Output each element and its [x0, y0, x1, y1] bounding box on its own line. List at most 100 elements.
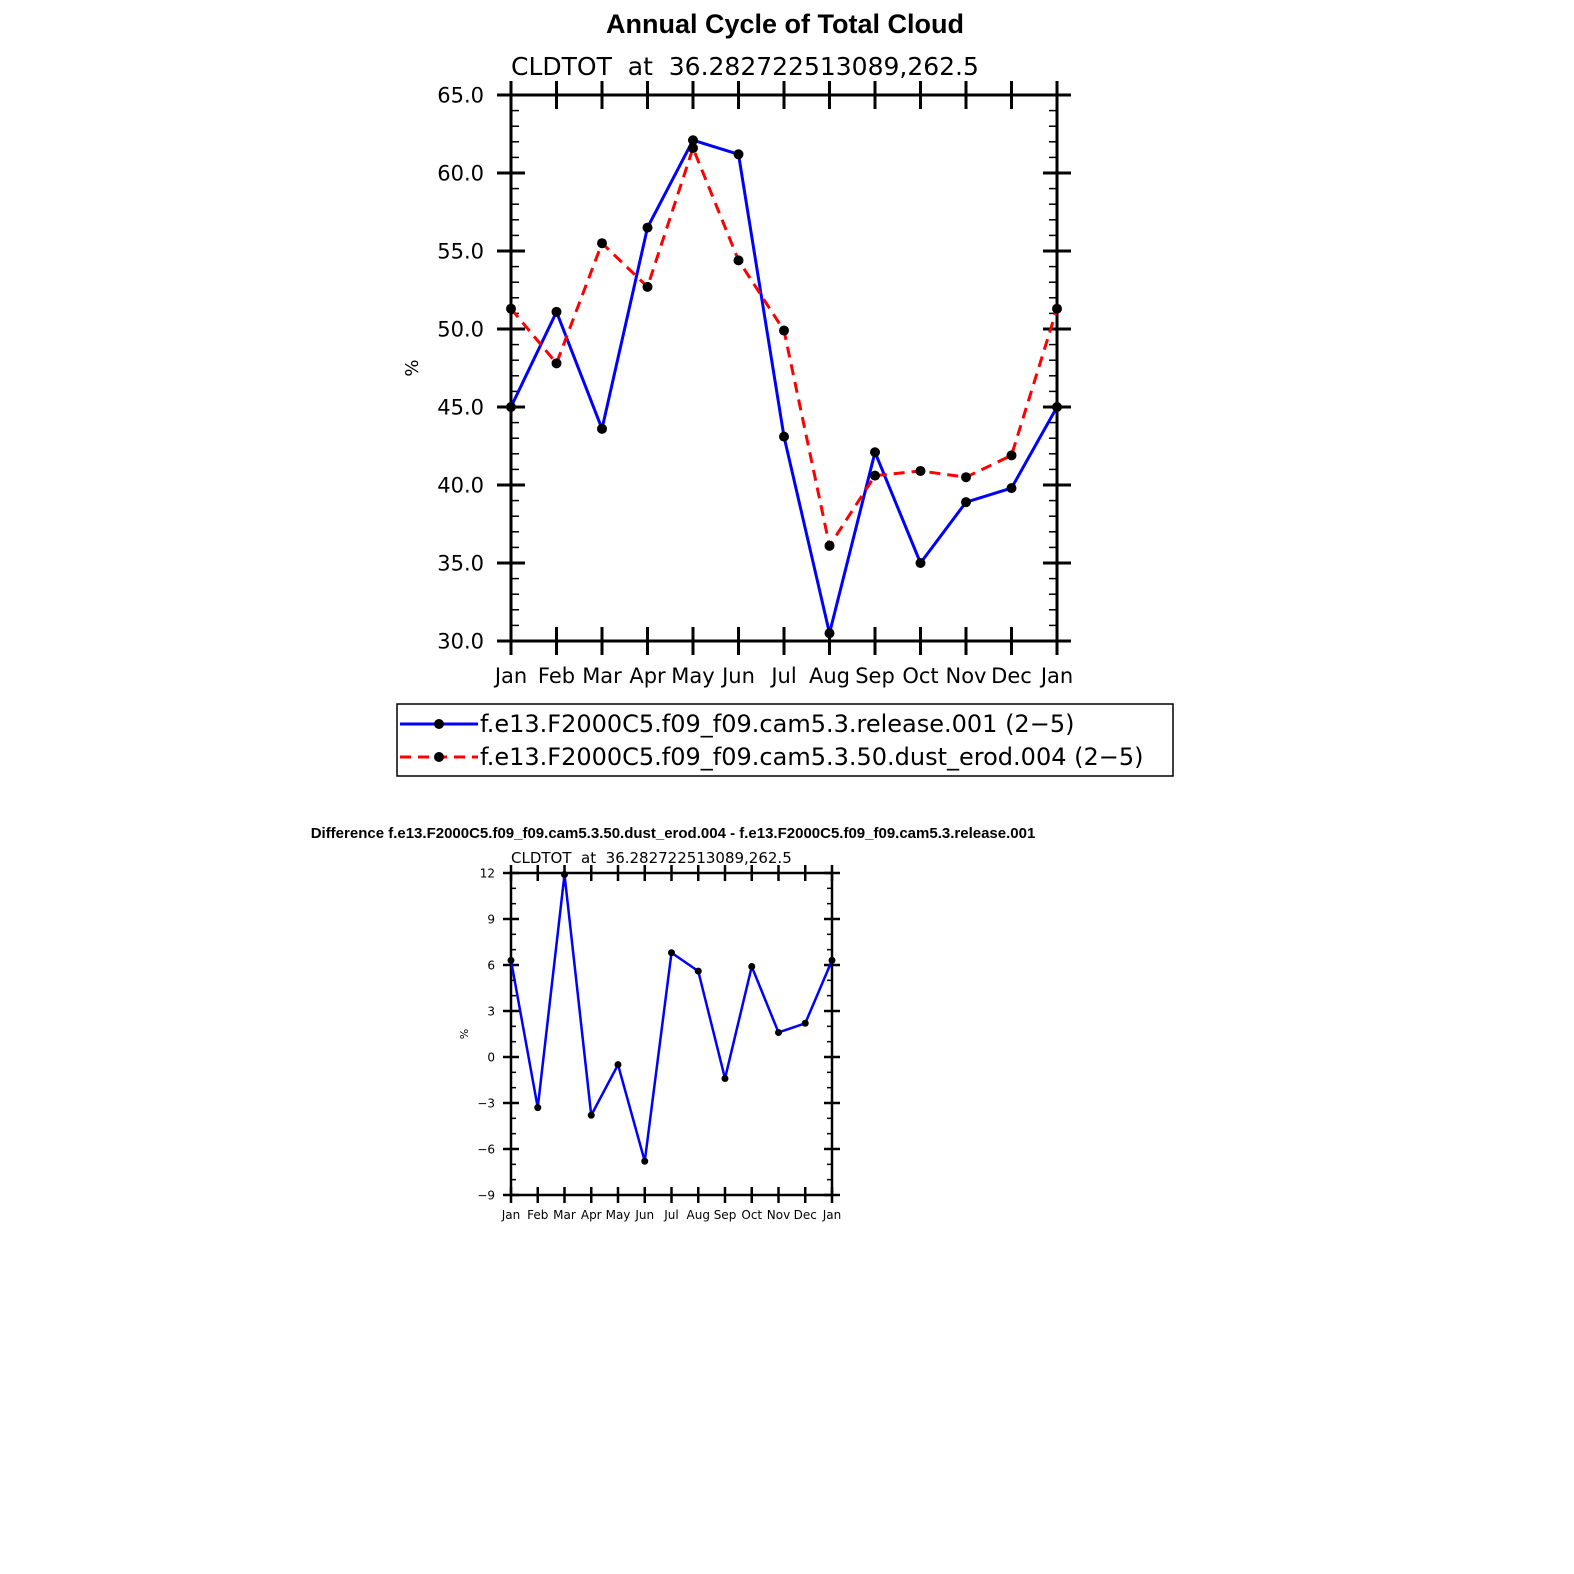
- series-1-point-1: [551, 358, 562, 369]
- y-tick-label: 45.0: [437, 396, 484, 420]
- x-tick-label: Feb: [527, 1208, 548, 1222]
- series-0-point-0: [506, 402, 516, 412]
- y-tick-label: 6: [487, 958, 495, 972]
- series-0-point-7: [824, 628, 835, 639]
- series-0-point-1: [534, 1104, 542, 1112]
- x-tick-label: Jul: [769, 664, 796, 688]
- x-tick-label: Jun: [720, 664, 755, 688]
- y-tick-label: 35.0: [437, 552, 484, 576]
- x-tick-label: Jan: [1039, 664, 1073, 688]
- series-1-point-3: [642, 281, 653, 292]
- x-tick-label: Jan: [493, 664, 527, 688]
- x-tick-label: Nov: [767, 1208, 790, 1222]
- chart2-title: Difference f.e13.F2000C5.f09_f09.cam5.3.…: [311, 825, 1036, 842]
- series-0-point-8: [870, 447, 880, 458]
- x-tick-label: Oct: [902, 664, 938, 688]
- x-tick-label: Aug: [809, 664, 850, 688]
- y-tick-label: −9: [477, 1188, 495, 1202]
- x-tick-label: Nov: [946, 664, 987, 688]
- series-0-point-0: [507, 956, 515, 964]
- series-0-point-1: [551, 306, 562, 317]
- x-tick-label: Jun: [634, 1208, 654, 1222]
- series-0-point-4: [688, 135, 698, 146]
- chart1-ylabel: %: [402, 359, 423, 376]
- series-0-point-3: [642, 222, 653, 233]
- chart1-subtitle: CLDTOT at 36.282722513089,262.5: [511, 52, 979, 81]
- chart1-marks: [506, 135, 1062, 639]
- y-tick-label: 9: [487, 912, 495, 926]
- x-tick-label: Dec: [794, 1208, 817, 1222]
- chart1-title: Annual Cycle of Total Cloud: [606, 9, 964, 39]
- y-tick-label: 3: [487, 1004, 495, 1018]
- series-0-point-4: [614, 1061, 622, 1069]
- series-1-point-8: [870, 470, 880, 481]
- x-tick-label: Feb: [538, 664, 575, 688]
- series-1-point-0: [506, 303, 516, 314]
- series-1-point-11: [1006, 450, 1017, 461]
- series-1-point-6: [779, 325, 789, 336]
- series-0-point-10: [775, 1028, 782, 1036]
- difference-chart: Difference f.e13.F2000C5.f09_f09.cam5.3.…: [311, 825, 1036, 1222]
- chart2-ylabel: %: [458, 1029, 471, 1039]
- y-tick-label: 60.0: [437, 162, 484, 186]
- series-0-point-6: [779, 431, 789, 442]
- chart2-axes: −9 −6 −3 0 3 6 9 12 Jan Feb Mar Apr May Jun Jul Aug Sep O…: [477, 865, 841, 1222]
- y-tick-label: −3: [477, 1096, 495, 1110]
- y-tick-label: 30.0: [437, 630, 484, 654]
- series-0-point-11: [801, 1019, 809, 1027]
- y-tick-label: 65.0: [437, 84, 484, 108]
- x-tick-label: Oct: [741, 1208, 762, 1222]
- legend-marker-release: [434, 719, 444, 729]
- y-tick-label: 50.0: [437, 318, 484, 342]
- series-0-point-5: [641, 1157, 649, 1165]
- y-tick-label: 0: [487, 1050, 495, 1064]
- x-tick-label: May: [606, 1208, 631, 1222]
- x-tick-label: Sep: [714, 1208, 737, 1222]
- series-1-point-10: [961, 472, 971, 483]
- series-1-point-7: [824, 540, 835, 551]
- y-tick-label: 12: [480, 866, 495, 880]
- series-line-0: [509, 138, 1059, 635]
- x-tick-label: Mar: [582, 664, 622, 688]
- chart2-subtitle: CLDTOT at 36.282722513089,262.5: [511, 849, 792, 867]
- x-tick-label: Sep: [855, 664, 895, 688]
- x-tick-label: Aug: [687, 1208, 710, 1222]
- series-0-point-11: [1006, 483, 1017, 494]
- chart1-legend: f.e13.F2000C5.f09_f09.cam5.3.release.001…: [396, 703, 1174, 777]
- x-tick-label: Jul: [663, 1208, 678, 1222]
- series-line-0: [509, 873, 834, 1163]
- series-1-point-2: [597, 238, 607, 249]
- series-1-point-5: [733, 255, 744, 266]
- series-0-point-6: [668, 949, 675, 957]
- series-0-point-10: [961, 497, 971, 508]
- series-0-point-12: [828, 956, 836, 964]
- x-tick-label: Mar: [553, 1208, 576, 1222]
- series-0-point-9: [748, 963, 756, 971]
- series-0-point-5: [733, 149, 744, 160]
- x-tick-label: Apr: [581, 1208, 602, 1222]
- y-tick-label: 40.0: [437, 474, 484, 498]
- legend-box: [396, 703, 1174, 777]
- series-0-point-7: [694, 967, 702, 975]
- legend-label-dust-erod: f.e13.F2000C5.f09_f09.cam5.3.50.dust_ero…: [480, 743, 1143, 771]
- x-tick-label: Jan: [501, 1208, 521, 1222]
- series-0-point-2: [597, 423, 607, 434]
- y-tick-label: 55.0: [437, 240, 484, 264]
- y-tick-label: −6: [477, 1142, 495, 1156]
- x-tick-label: Jan: [822, 1208, 842, 1222]
- x-tick-label: May: [671, 664, 714, 688]
- series-0-point-3: [587, 1111, 595, 1119]
- series-0-point-2: [561, 871, 568, 879]
- series-0-point-12: [1052, 402, 1062, 412]
- chart1-axes: 30.0 35.0 40.0 45.0 50.0 55.0 60.0 65.0 Jan Feb Ma…: [437, 81, 1073, 688]
- series-0-point-9: [915, 558, 926, 568]
- legend-label-release: f.e13.F2000C5.f09_f09.cam5.3.release.001…: [480, 710, 1074, 738]
- series-0-point-8: [721, 1074, 729, 1082]
- series-1-point-12: [1052, 303, 1062, 314]
- plot-frame: [509, 93, 1059, 643]
- series-1-point-4: [688, 143, 698, 154]
- annual-cycle-chart: Annual Cycle of Total Cloud CLDTOT at 36…: [402, 9, 1073, 688]
- x-tick-label: Dec: [991, 664, 1032, 688]
- chart2-marks: [507, 871, 836, 1165]
